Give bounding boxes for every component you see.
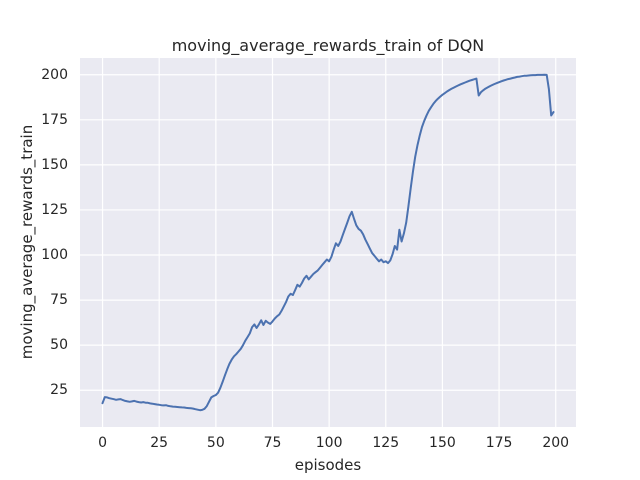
y-tick-label: 50: [50, 337, 68, 354]
x-tick-label: 150: [429, 435, 456, 451]
x-tick-label: 200: [542, 435, 570, 451]
x-tick-label: 0: [98, 435, 107, 451]
x-axis-label: episodes: [294, 456, 362, 474]
y-tick-label: 150: [41, 156, 68, 173]
chart-title: moving_average_rewards_train of DQN: [171, 36, 485, 55]
x-tick-label: 75: [263, 435, 282, 451]
x-tick-label: 175: [485, 435, 513, 451]
reward-line: [101, 73, 555, 412]
plot-area: [80, 58, 576, 427]
y-tick-label: 75: [50, 292, 68, 309]
y-tick-label: 100: [41, 247, 68, 264]
x-tick-label: 125: [372, 435, 400, 451]
y-tick-label: 175: [41, 111, 68, 128]
x-tick-label: 100: [315, 435, 343, 451]
y-tick-label: 125: [41, 201, 68, 218]
y-tick-label: 200: [41, 66, 68, 83]
x-tick-label: 50: [206, 435, 225, 451]
x-tick-label: 25: [150, 435, 169, 451]
y-tick-label: 25: [50, 382, 68, 399]
